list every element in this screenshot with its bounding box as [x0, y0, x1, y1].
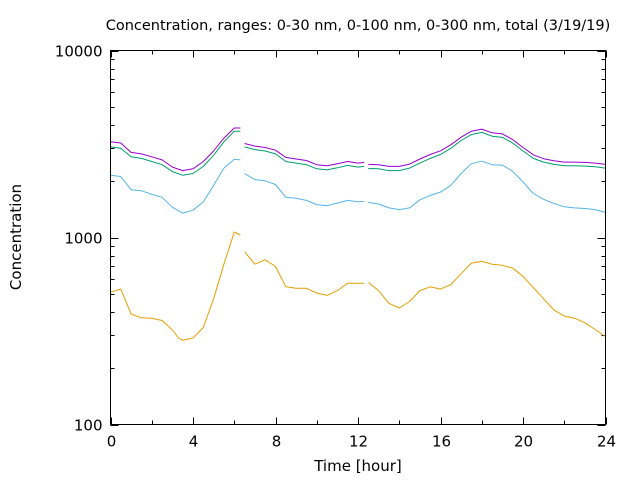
y-tick-label: 1000: [64, 230, 102, 248]
series-4-line-segment: [244, 143, 365, 167]
x-tick-label: 4: [189, 433, 199, 451]
series-2-line-segment: [244, 173, 365, 207]
series-3-line-segment: [110, 130, 241, 176]
chart-title: Concentration, ranges: 0-30 nm, 0-100 nm…: [106, 18, 611, 34]
x-axis-label: Time [hour]: [313, 457, 402, 475]
y-axis-label: Concentration: [7, 184, 25, 290]
series-4-line-segment: [110, 127, 241, 172]
series-2-line-segment: [368, 160, 606, 213]
x-tick-label: 24: [597, 433, 616, 451]
x-tick-label: 8: [272, 433, 282, 451]
axis-ticks: 0 4 8 12 16 20 24 100 1000 10000: [55, 43, 616, 451]
series-4-line-segment: [368, 128, 606, 167]
y-tick-label: 10000: [55, 43, 103, 61]
plot-area-frame: [110, 50, 606, 425]
x-tick-label: 12: [349, 433, 368, 451]
series-1-line-segment: [244, 251, 365, 296]
series-2-line-segment: [110, 158, 241, 214]
series-3-line-segment: [244, 146, 365, 171]
x-tick-label: 0: [107, 433, 117, 451]
y-tick-label: 100: [74, 417, 103, 435]
x-tick-label: 16: [432, 433, 451, 451]
series-lines: [110, 127, 606, 341]
series-1-line-segment: [110, 231, 241, 341]
series-1-line-segment: [367, 260, 606, 338]
x-tick-label: 20: [514, 433, 533, 451]
series-3-line-segment: [368, 131, 606, 172]
